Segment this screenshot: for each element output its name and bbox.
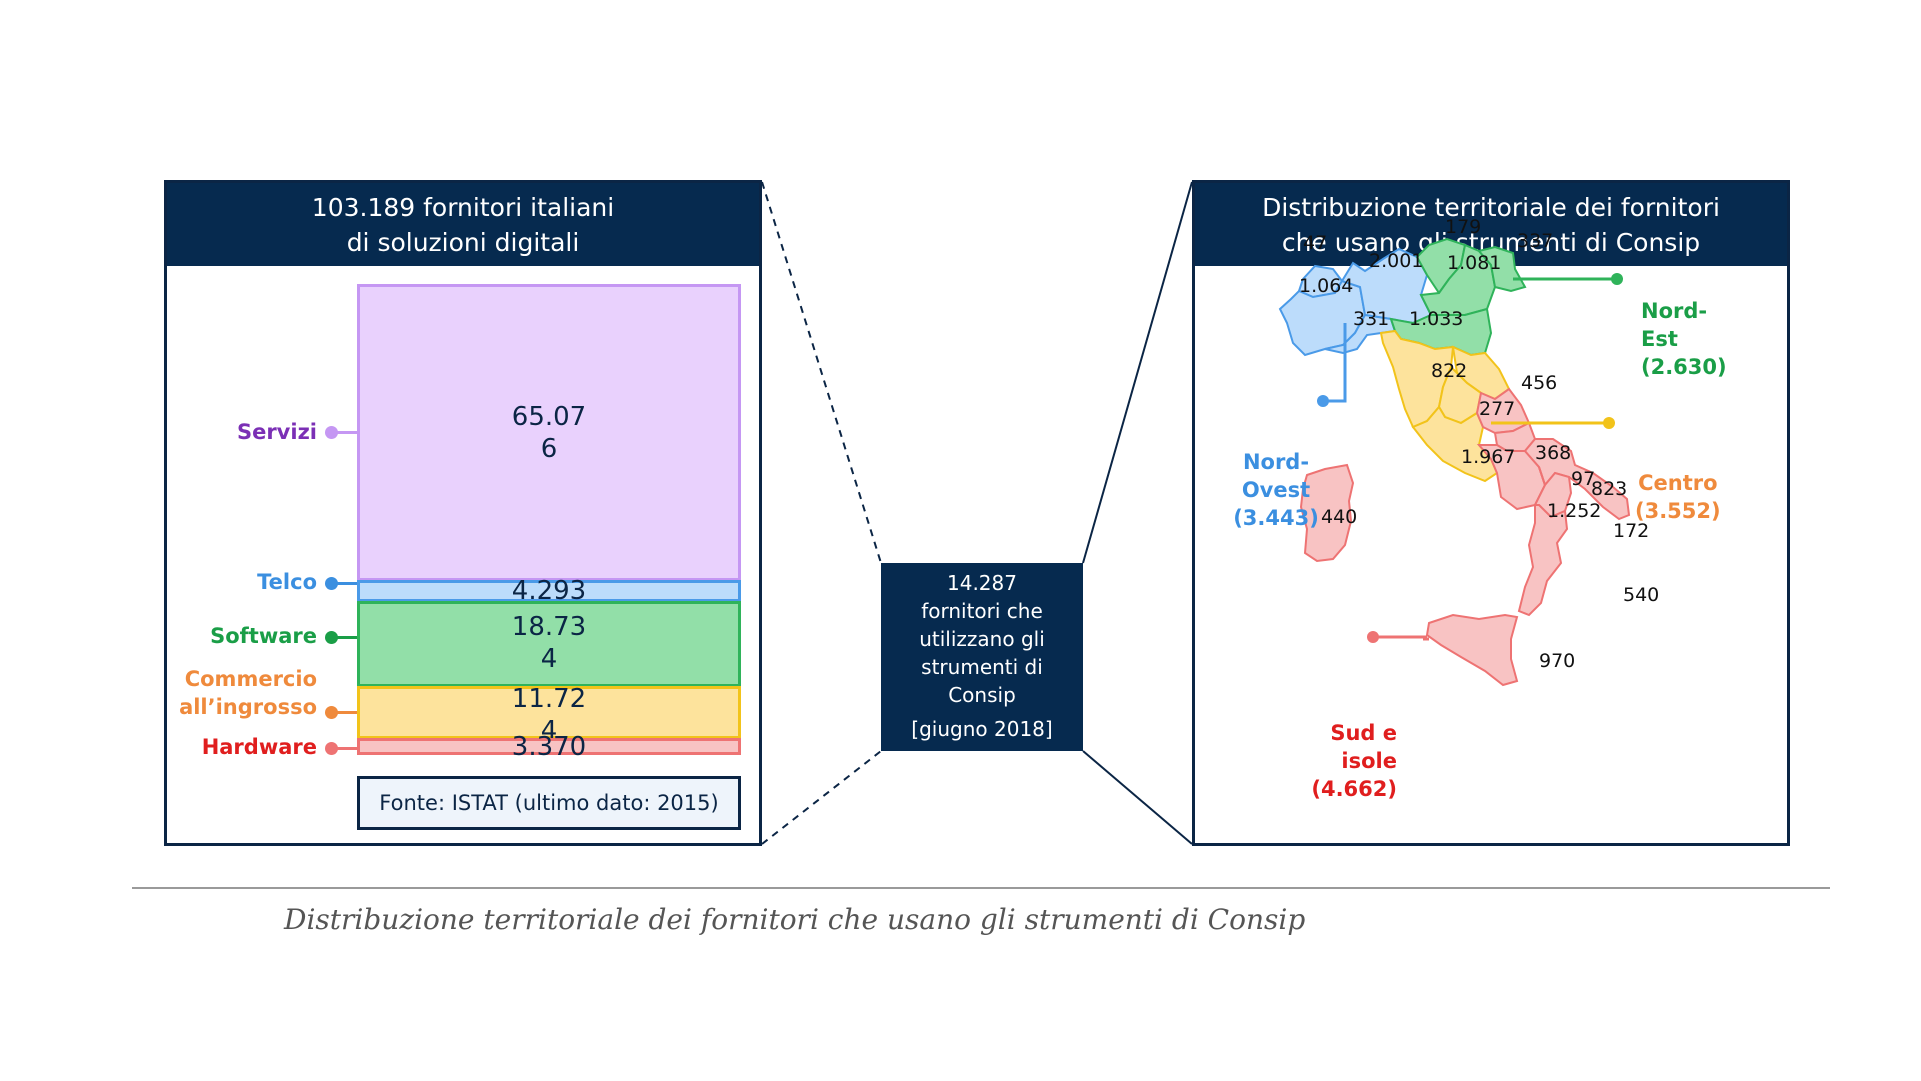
source-note: Fonte: ISTAT (ultimo dato: 2015) [357,776,741,830]
segment-commercio: 11.72 4 [357,684,741,746]
software-tick [335,636,357,639]
consip-suppliers-text: 14.287 fornitori che utilizzano gli stru… [919,571,1045,707]
hardware-tick [335,747,357,750]
label-hardware: Hardware [201,735,317,759]
centro-dot-icon [1603,417,1615,429]
segment-commercio-value: 11.72 4 [511,684,587,746]
segment-software-value: 18.73 4 [511,612,587,674]
num-trentino: 179 [1445,216,1481,238]
num-valle-aosta: 47 [1303,232,1327,254]
telco-dot-icon [325,577,338,590]
num-sicilia: 970 [1539,650,1575,672]
solid-connector-bottom [1082,750,1193,845]
label-nord-est: Nord- Est (2.630) [1641,299,1727,379]
telco-tick [335,582,357,585]
num-sardegna: 440 [1321,506,1357,528]
num-lombardia: 2.001 [1369,250,1423,272]
nord-ovest-dot-icon [1317,395,1329,407]
num-lazio: 1.967 [1461,446,1515,468]
num-marche: 456 [1521,372,1557,394]
num-piemonte: 1.064 [1299,275,1353,297]
region-sardegna [1299,463,1355,563]
label-software: Software [210,624,317,648]
suppliers-panel: 103.189 fornitori italiani di soluzioni … [164,180,762,846]
region-sicilia [1425,613,1519,687]
label-servizi: Servizi [236,420,317,444]
suppliers-panel-title: 103.189 fornitori italiani di soluzioni … [167,183,759,266]
segment-telco: 4.293 [357,576,741,606]
label-nord-ovest: Nord- Ovest (3.443) [1233,450,1319,530]
num-basilicata: 172 [1613,520,1649,542]
label-commercio: Commercio all’ingrosso [179,667,317,719]
label-sud-isole: Sud e isole (4.662) [1311,721,1397,801]
nord-est-dot-icon [1611,273,1623,285]
num-toscana: 822 [1431,360,1467,382]
software-dot-icon [325,631,338,644]
figure-caption: Distribuzione territoriale dei fornitori… [284,903,1306,936]
segment-software: 18.73 4 [357,601,741,687]
segment-servizi: 65.07 6 [357,284,741,581]
hardware-dot-icon [325,742,338,755]
consip-suppliers-box: 14.287 fornitori che utilizzano gli stru… [881,563,1083,751]
num-friuli: 337 [1517,230,1553,252]
nord-ovest-callout [1323,323,1347,403]
commercio-tick [335,711,357,714]
dashed-connector-bottom [761,750,882,845]
commercio-dot-icon [325,706,338,719]
servizi-dot-icon [325,426,338,439]
segment-hardware: 3.370 [357,732,741,762]
dashed-connector-top [761,181,882,564]
label-centro: Centro (3.552) [1635,471,1721,523]
num-molise: 97 [1571,468,1595,490]
region-calabria [1517,504,1569,617]
num-abruzzo: 368 [1535,442,1571,464]
num-puglia: 823 [1591,478,1627,500]
num-emilia-romagna: 1.033 [1409,308,1463,330]
label-telco: Telco [257,570,317,594]
sud-isole-dot-icon [1367,631,1379,643]
segment-hardware-value: 3.370 [511,732,587,762]
segment-servizi-value: 65.07 6 [511,402,587,464]
num-campania: 1.252 [1547,500,1601,522]
territorial-panel: Distribuzione territoriale dei fornitori… [1192,180,1790,846]
num-liguria: 331 [1353,308,1389,330]
num-veneto: 1.081 [1447,252,1501,274]
consip-date: [giugno 2018] [911,717,1053,741]
italy-map: 47 1.064 2.001 331 179 1.081 337 1.033 8… [1278,216,1659,687]
num-umbria: 277 [1479,398,1515,420]
divider-line [132,887,1830,889]
solid-connector-top [1082,181,1193,564]
servizi-tick [335,431,357,434]
num-calabria: 540 [1623,584,1659,606]
